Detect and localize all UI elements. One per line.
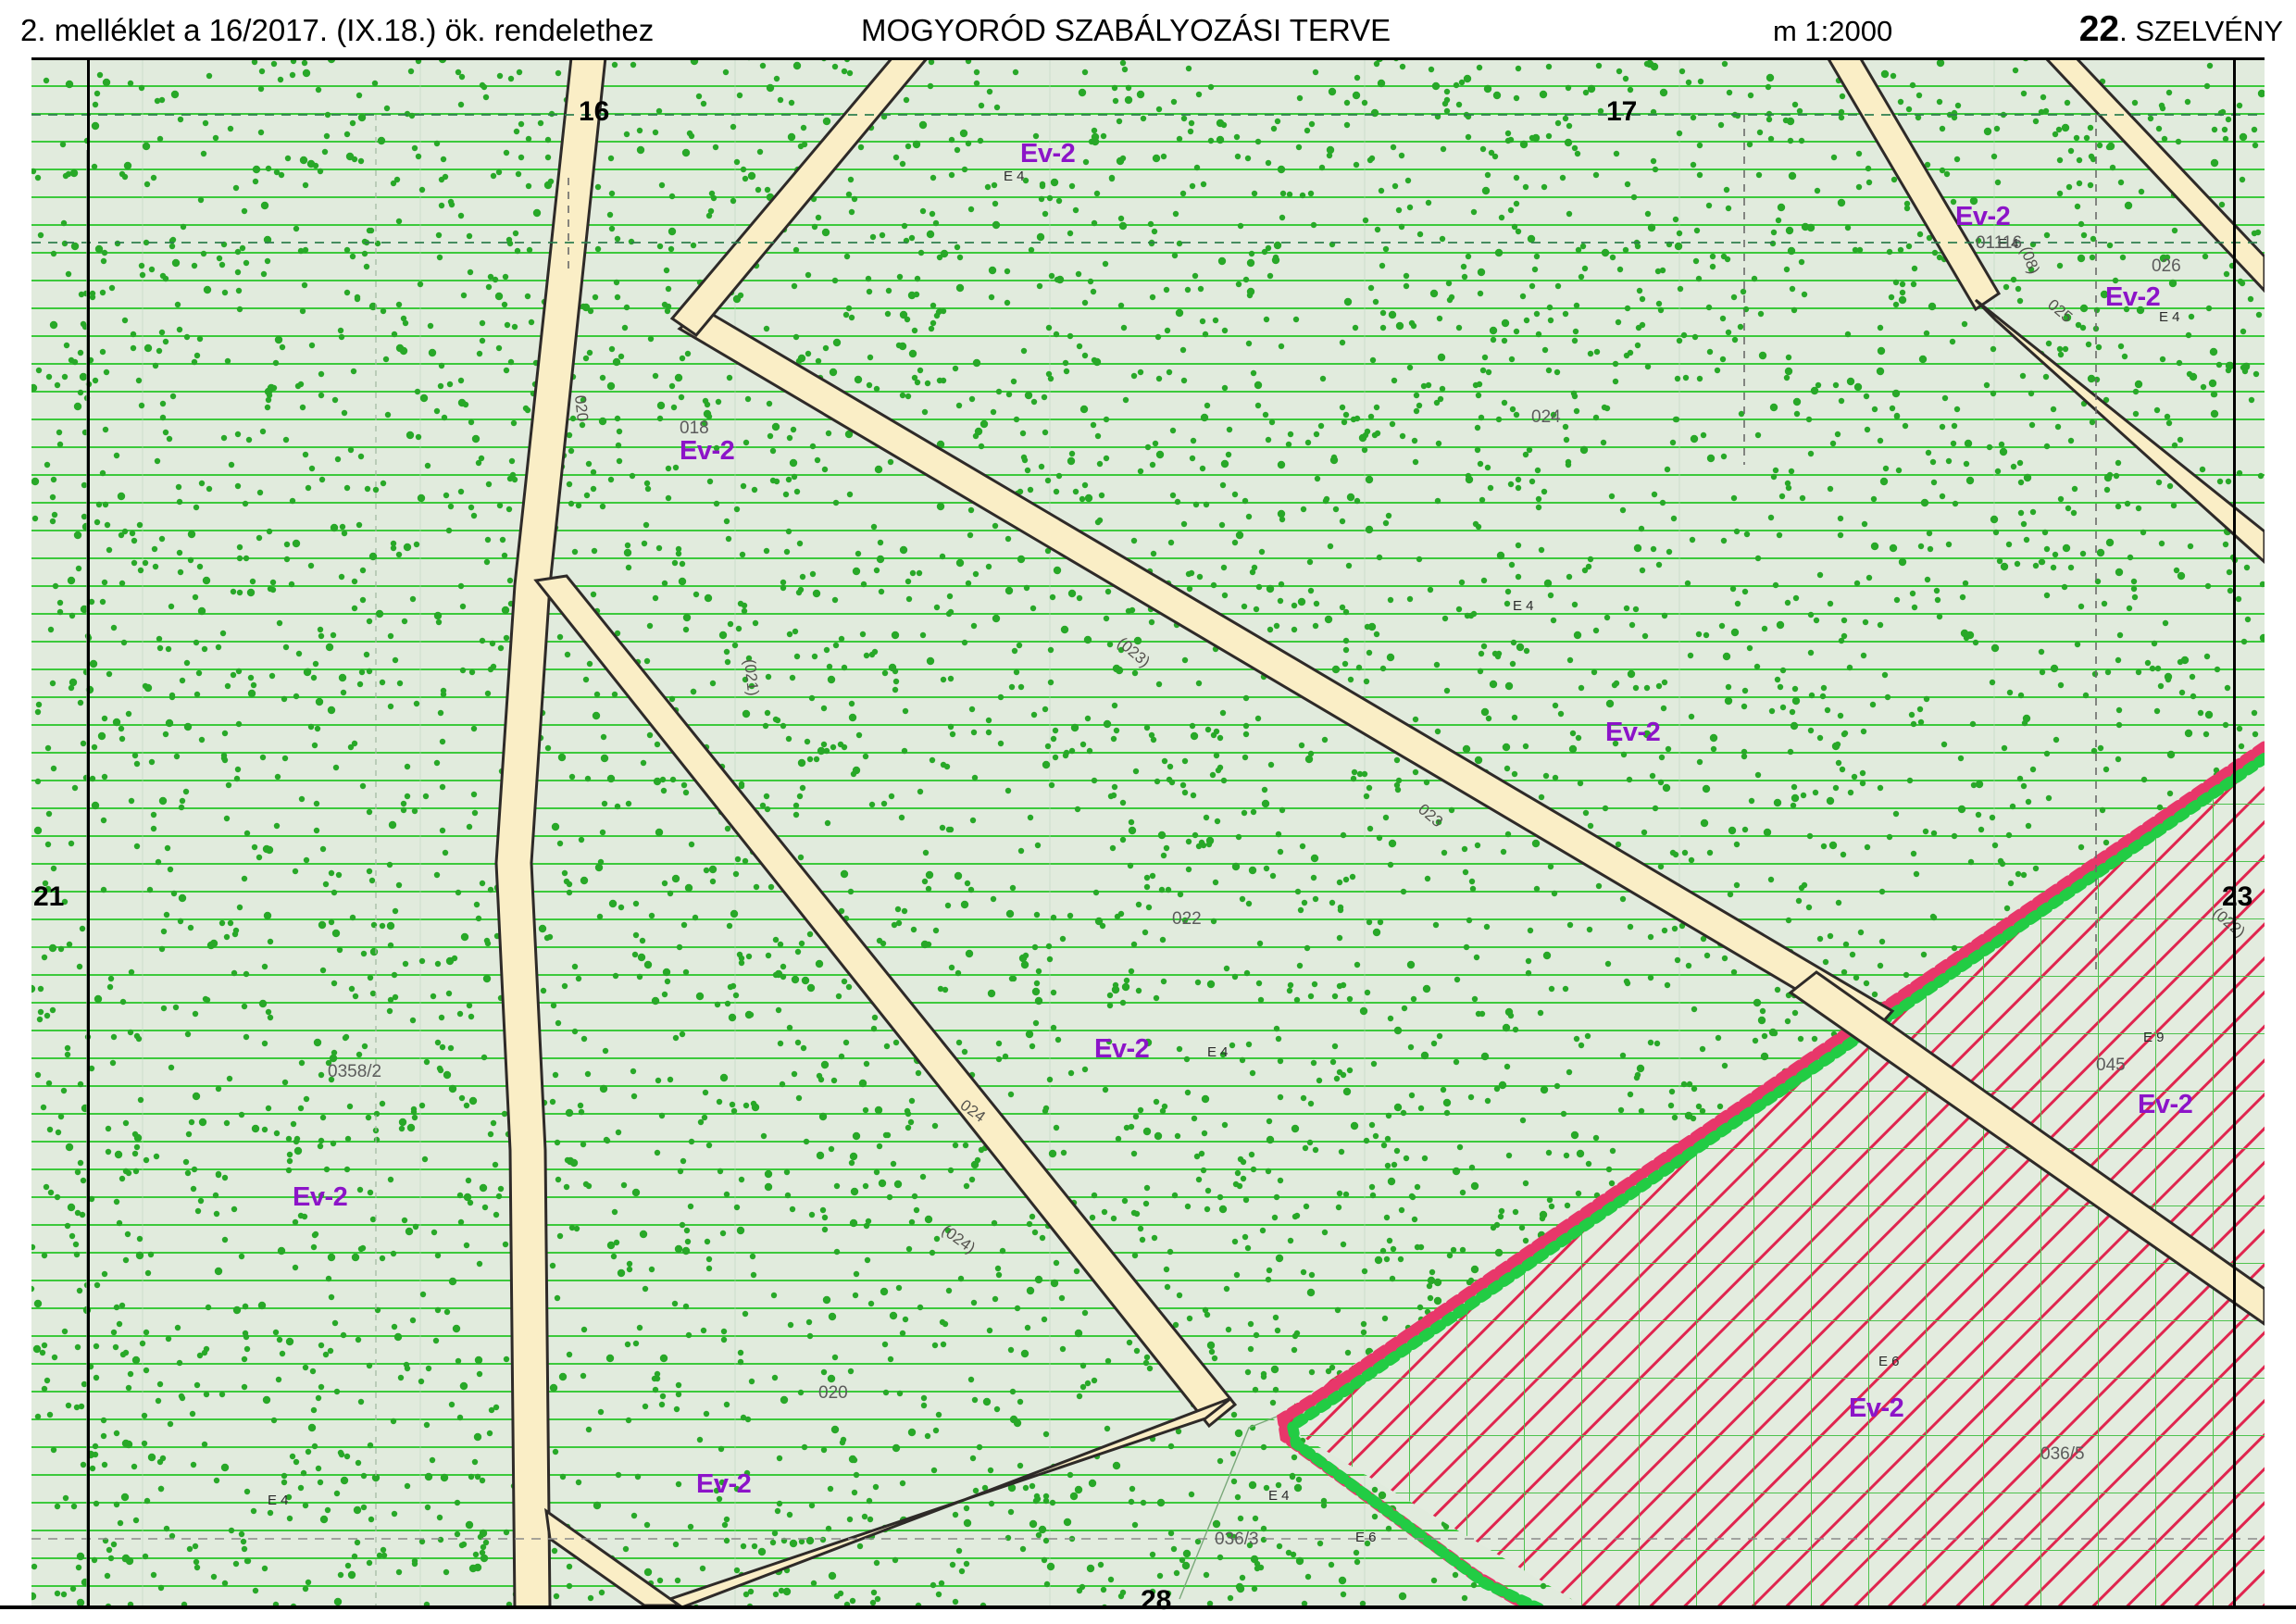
parcel-number-label: 024	[1531, 407, 1561, 427]
sheet-id-word: . SZELVÉNY	[2119, 15, 2283, 47]
parcel-boundary-thin	[31, 114, 2265, 1608]
parcel-number-label: 022	[1172, 909, 1202, 929]
zone-subcode-label: E 9	[2143, 1030, 2165, 1045]
plan-title: MOGYORÓD SZABÁLYOZÁSI TERVE	[861, 13, 1391, 47]
zone-subcode-label: E 4	[1513, 598, 1534, 614]
neighbour-sheet-number: 17	[1606, 96, 1638, 127]
map-scale: m 1:2000	[1773, 15, 1893, 47]
parcel-number-label: 036/5	[2040, 1444, 2085, 1464]
regulation-map[interactable]: Ev-2 Ev-2 Ev-2 Ev-2 Ev-2 Ev-2 Ev-2 Ev-2 Ev-2 Ev-2…	[0, 57, 2296, 1624]
road-number-label: (023)	[1114, 633, 1154, 671]
parcel-number-label: 026	[2152, 256, 2181, 276]
neighbour-sheet-number: 28	[1141, 1585, 1172, 1616]
zone-subcode-label: E 4	[2159, 309, 2180, 325]
zone-subcode-label: E 6	[1355, 1530, 1377, 1545]
zone-label-ev2: Ev-2	[696, 1469, 752, 1499]
map-frame-right	[2233, 57, 2236, 1608]
road-number-label: 020	[571, 394, 592, 423]
zone-label-ev2: Ev-2	[1849, 1393, 1904, 1423]
map-frame-top	[31, 57, 2265, 60]
parcel-grid-lines	[142, 57, 1995, 1608]
forest-hatch-lines	[31, 57, 2265, 1608]
zone-label-ev2: Ev-2	[1020, 139, 1076, 169]
zone-label-ev2: Ev-2	[2105, 282, 2161, 312]
zone-subcode-label: E 6	[1878, 1354, 1900, 1369]
road-number-label: (024)	[938, 1220, 979, 1257]
zone-label-ev2: Ev-2	[2138, 1090, 2193, 1119]
road-network-layer	[494, 57, 2265, 1608]
zone-label-ev2: Ev-2	[1094, 1034, 1150, 1064]
zone-subcode-label: E 4	[1268, 1488, 1290, 1504]
road-number-label: 025	[2044, 295, 2077, 327]
sheet-id: 22. SZELVÉNY	[2079, 9, 2283, 50]
road-number-label: (021)	[741, 657, 763, 697]
neighbour-sheet-number: 21	[33, 881, 65, 912]
sheet-header: 2. melléklet a 16/2017. (IX.18.) ök. ren…	[0, 0, 2296, 57]
regulation-reference: 2. melléklet a 16/2017. (IX.18.) ök. ren…	[20, 13, 655, 47]
zone-label-ev2: Ev-2	[1605, 718, 1661, 747]
sheet-id-number: 22	[2078, 9, 2120, 49]
zone-subcode-label: E 4	[1004, 169, 1025, 184]
zone-label-ev2: Ev-2	[293, 1182, 348, 1212]
hatched-zone-layer	[1272, 741, 2265, 1608]
road-number-label: (08)	[2016, 244, 2043, 277]
zone-label-ev2: Ev-2	[680, 436, 735, 466]
forest-stipple-dots	[31, 57, 2265, 1608]
neighbour-sheet-number: 23	[2222, 881, 2253, 912]
parcel-number-label: 0358/2	[328, 1062, 382, 1081]
road-number-label: 023	[1415, 800, 1447, 831]
regulation-boundary-line	[1276, 741, 2265, 1608]
map-frame-left	[87, 57, 90, 1608]
parcel-number-label: 036/3	[1215, 1530, 1259, 1549]
map-drawing-area[interactable]: Ev-2 Ev-2 Ev-2 Ev-2 Ev-2 Ev-2 Ev-2 Ev-2 Ev-2 Ev-2…	[31, 57, 2265, 1608]
zone-label-ev2: Ev-2	[1955, 202, 2011, 231]
zone-subcode-label: E 4	[1207, 1044, 1229, 1060]
parcel-number-label: 045	[2096, 1056, 2126, 1075]
zone-subcode-label: E 4	[268, 1493, 289, 1508]
parcel-number-label: 020	[818, 1383, 848, 1403]
parcel-number-label: 01116	[1976, 233, 2023, 253]
parcel-number-label: 018	[680, 418, 709, 438]
road-number-label: 024	[956, 1095, 989, 1126]
neighbour-sheet-number: 16	[579, 96, 610, 127]
